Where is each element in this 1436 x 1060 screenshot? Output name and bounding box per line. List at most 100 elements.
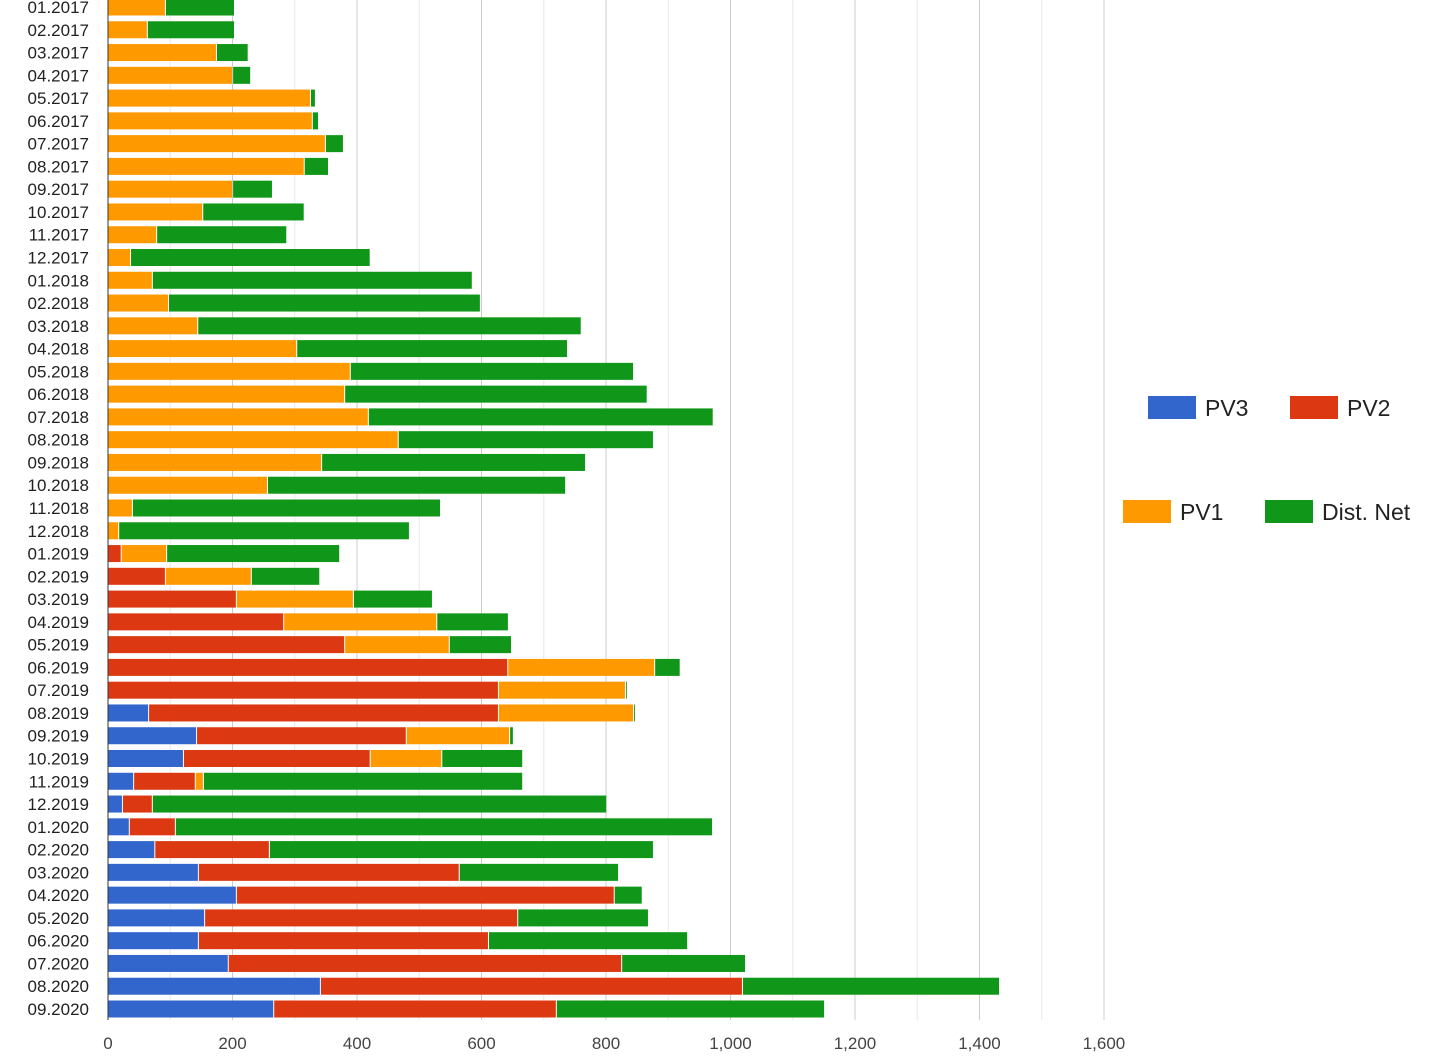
bar-dist-net bbox=[622, 954, 746, 972]
bar-pv2 bbox=[320, 977, 742, 995]
bar-pv2 bbox=[122, 795, 152, 813]
bar-pv3 bbox=[108, 818, 129, 836]
bar-dist-net bbox=[119, 522, 409, 540]
bar-pv1 bbox=[108, 317, 198, 335]
category-label: 02.2020 bbox=[28, 841, 89, 860]
bar-dist-net bbox=[132, 499, 441, 517]
bar-pv2 bbox=[108, 567, 165, 585]
bar-dist-net bbox=[518, 909, 648, 927]
category-label: 01.2018 bbox=[28, 271, 89, 290]
bar-dist-net bbox=[449, 636, 512, 654]
bar-pv3 bbox=[108, 863, 198, 881]
bar-pv1 bbox=[108, 294, 169, 312]
bar-dist-net bbox=[169, 294, 480, 312]
bar-pv2 bbox=[108, 658, 508, 676]
category-label: 05.2017 bbox=[28, 89, 89, 108]
bar-pv2 bbox=[149, 704, 498, 722]
bar-pv1 bbox=[498, 681, 625, 699]
category-label: 04.2020 bbox=[28, 886, 89, 905]
bar-pv1 bbox=[236, 590, 353, 608]
bar-pv1 bbox=[108, 340, 297, 358]
bar-dist-net bbox=[175, 818, 713, 836]
bar-pv2 bbox=[108, 636, 345, 654]
bar-pv1 bbox=[108, 522, 119, 540]
x-tick-label: 1,400 bbox=[958, 1034, 1001, 1053]
bar-pv1 bbox=[284, 613, 437, 631]
bar-pv1 bbox=[108, 226, 157, 244]
category-label: 04.2017 bbox=[28, 66, 89, 85]
bars bbox=[107, 0, 1000, 1020]
bar-pv1 bbox=[121, 545, 167, 563]
category-label: 09.2019 bbox=[28, 727, 89, 746]
category-label: 12.2019 bbox=[28, 795, 89, 814]
bar-dist-net bbox=[203, 772, 523, 790]
category-label: 12.2017 bbox=[28, 249, 89, 268]
category-label: 07.2020 bbox=[28, 954, 89, 973]
category-label: 02.2017 bbox=[28, 21, 89, 40]
bar-dist-net bbox=[165, 0, 234, 16]
bar-pv3 bbox=[108, 886, 236, 904]
bar-pv2 bbox=[129, 818, 175, 836]
category-label: 07.2017 bbox=[28, 135, 89, 154]
bar-pv1 bbox=[108, 112, 312, 130]
bar-pv2 bbox=[108, 590, 236, 608]
category-label: 10.2017 bbox=[28, 203, 89, 222]
category-label: 09.2017 bbox=[28, 180, 89, 199]
bar-pv2 bbox=[108, 681, 498, 699]
bar-dist-net bbox=[368, 408, 713, 426]
category-labels: 01.2017 02.2017 03.2017 04.2017 05.2017 06.20… bbox=[28, 0, 89, 1019]
bar-dist-net bbox=[216, 44, 248, 62]
bar-dist-net bbox=[322, 453, 586, 471]
legend-swatch-pv3 bbox=[1148, 396, 1196, 419]
bar-pv3 bbox=[108, 954, 228, 972]
bar-pv1 bbox=[108, 431, 398, 449]
bar-dist-net bbox=[625, 681, 627, 699]
x-tick-label: 400 bbox=[343, 1034, 371, 1053]
bar-pv1 bbox=[108, 271, 152, 289]
category-label: 03.2020 bbox=[28, 863, 89, 882]
legend-label: PV2 bbox=[1347, 395, 1390, 421]
legend-label: PV1 bbox=[1180, 499, 1223, 525]
category-label: 07.2019 bbox=[28, 681, 89, 700]
bar-pv2 bbox=[274, 1000, 556, 1018]
x-tick-label: 600 bbox=[467, 1034, 495, 1053]
bar-dist-net bbox=[437, 613, 508, 631]
bar-pv1 bbox=[108, 499, 132, 517]
x-tick-label: 1,600 bbox=[1083, 1034, 1126, 1053]
category-label: 08.2017 bbox=[28, 157, 89, 176]
category-label: 09.2020 bbox=[28, 1000, 89, 1019]
bar-dist-net bbox=[459, 863, 619, 881]
bar-dist-net bbox=[655, 658, 680, 676]
bar-pv1 bbox=[508, 658, 655, 676]
category-label: 11.2018 bbox=[29, 499, 89, 518]
category-label: 08.2018 bbox=[28, 431, 89, 450]
bar-pv2 bbox=[183, 750, 370, 767]
category-label: 07.2018 bbox=[28, 408, 89, 427]
category-label: 08.2019 bbox=[28, 704, 89, 723]
category-label: 11.2017 bbox=[29, 226, 89, 245]
bar-dist-net bbox=[304, 157, 328, 175]
category-label: 03.2018 bbox=[28, 317, 89, 336]
category-label: 01.2019 bbox=[28, 545, 89, 564]
bar-dist-net bbox=[131, 249, 370, 266]
legend: PV3 PV2 PV1 Dist. Net bbox=[1123, 395, 1411, 525]
bar-dist-net bbox=[398, 431, 653, 449]
bar-pv1 bbox=[406, 727, 510, 745]
legend-swatch-pv1 bbox=[1123, 500, 1171, 523]
bar-pv1 bbox=[108, 21, 147, 39]
category-label: 02.2019 bbox=[28, 567, 89, 586]
bar-pv1 bbox=[370, 750, 442, 767]
bar-pv2 bbox=[197, 727, 406, 745]
category-label: 06.2020 bbox=[28, 932, 89, 951]
bar-pv3 bbox=[108, 977, 320, 995]
x-tick-label: 0 bbox=[103, 1034, 112, 1053]
bar-pv3 bbox=[108, 704, 149, 722]
bar-pv2 bbox=[108, 613, 284, 631]
bar-pv2 bbox=[236, 886, 614, 904]
category-label: 12.2018 bbox=[28, 522, 89, 541]
bar-pv1 bbox=[108, 249, 131, 266]
bar-dist-net bbox=[147, 21, 234, 39]
bar-pv1 bbox=[195, 772, 203, 790]
bar-pv2 bbox=[205, 909, 518, 927]
